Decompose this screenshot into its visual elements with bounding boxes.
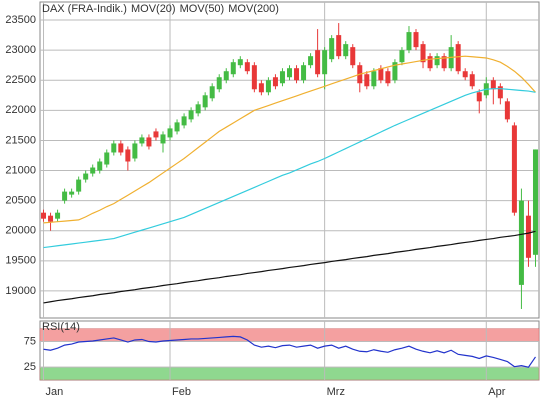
y-tick-label: 21000 bbox=[5, 164, 36, 176]
candle-body bbox=[153, 131, 159, 138]
y-tick-label: 20000 bbox=[5, 225, 36, 237]
candle-body bbox=[301, 65, 307, 81]
moving-average-line bbox=[43, 230, 536, 304]
candle-body bbox=[336, 35, 342, 57]
candle-body bbox=[223, 71, 229, 81]
band bbox=[39, 328, 540, 342]
candle-body bbox=[160, 134, 166, 144]
candle-body bbox=[364, 74, 370, 87]
legend-entry: MOV(200) bbox=[228, 3, 279, 15]
candle-body bbox=[146, 137, 152, 147]
y-tick-label: 23000 bbox=[5, 44, 36, 56]
candle-body bbox=[427, 56, 433, 69]
candle-body bbox=[181, 116, 187, 126]
candle-body bbox=[111, 143, 117, 153]
candle-body bbox=[287, 68, 292, 78]
y-tick-label: 25 bbox=[24, 361, 36, 373]
candle-body bbox=[420, 44, 426, 63]
candle-body bbox=[97, 161, 103, 171]
moving-average-line bbox=[43, 55, 536, 224]
y-tick-label: 23500 bbox=[5, 14, 36, 26]
moving-average-line bbox=[43, 88, 536, 249]
candle-body bbox=[518, 200, 524, 285]
candle-body bbox=[315, 50, 321, 75]
candle-body bbox=[350, 47, 356, 66]
y-tick-label: 20500 bbox=[5, 195, 36, 207]
candle-body bbox=[41, 212, 47, 219]
candle-body bbox=[455, 44, 461, 72]
candle-body bbox=[371, 71, 377, 87]
candle-body bbox=[476, 92, 482, 102]
candle-body bbox=[497, 86, 503, 99]
plot-area bbox=[39, 1, 540, 319]
candle-body bbox=[322, 50, 328, 75]
x-tick-label: Jan bbox=[46, 386, 64, 398]
band bbox=[39, 366, 540, 381]
candle-body bbox=[272, 77, 278, 87]
candle-body bbox=[83, 173, 89, 180]
candle-body bbox=[125, 149, 131, 162]
candle-body bbox=[90, 167, 96, 174]
y-tick-label: 22000 bbox=[5, 104, 36, 116]
candle-body bbox=[216, 77, 222, 90]
candle-body bbox=[188, 110, 194, 120]
candle-body bbox=[329, 38, 335, 60]
rsi-line bbox=[43, 335, 536, 368]
candle-body bbox=[209, 86, 215, 99]
y-tick-label: 19500 bbox=[5, 255, 36, 267]
legend-entry: MOV(20) bbox=[131, 3, 176, 15]
candle-body bbox=[392, 62, 398, 81]
candle-body bbox=[251, 65, 257, 90]
candle-body bbox=[167, 128, 173, 138]
candle-body bbox=[399, 50, 405, 63]
candle-body bbox=[174, 122, 180, 132]
y-tick-label: 75 bbox=[24, 335, 36, 347]
candle-body bbox=[104, 152, 110, 165]
candle-body bbox=[525, 215, 531, 258]
panel-title: RSI(14) bbox=[42, 321, 80, 333]
y-tick-label: 19000 bbox=[5, 285, 36, 297]
candle-body bbox=[195, 104, 201, 114]
candle-body bbox=[504, 101, 510, 120]
candle-body bbox=[244, 62, 250, 72]
candle-body bbox=[237, 59, 243, 66]
candle-body bbox=[118, 143, 124, 153]
candle-body bbox=[139, 137, 145, 144]
candle-body bbox=[62, 191, 68, 201]
candle-body bbox=[490, 80, 496, 90]
candle-body bbox=[258, 83, 264, 93]
candle-body bbox=[76, 179, 82, 192]
candle-body bbox=[294, 68, 300, 81]
y-tick-label: 21500 bbox=[5, 134, 36, 146]
candle-body bbox=[413, 32, 419, 48]
candle-body bbox=[230, 62, 236, 75]
y-tick-label: 22500 bbox=[5, 74, 36, 86]
candle-body bbox=[532, 149, 538, 255]
candle-body bbox=[385, 71, 391, 84]
candle-body bbox=[132, 143, 138, 159]
candle-body bbox=[265, 80, 271, 93]
candle-body bbox=[48, 215, 54, 222]
candle-body bbox=[343, 44, 349, 57]
candle-body bbox=[279, 71, 285, 84]
candle-body bbox=[441, 56, 447, 69]
legend-entry: DAX (FRA-Indik.) bbox=[42, 3, 127, 15]
candle-body bbox=[469, 74, 475, 87]
candle-body bbox=[308, 56, 314, 66]
candle-body bbox=[378, 68, 384, 81]
candle-body bbox=[511, 125, 517, 213]
x-tick-label: Feb bbox=[172, 386, 191, 398]
candle-body bbox=[462, 71, 468, 78]
candle-body bbox=[406, 32, 412, 51]
candle-body bbox=[202, 95, 208, 108]
legend-entry: MOV(50) bbox=[180, 3, 225, 15]
x-tick-label: Mrz bbox=[327, 386, 345, 398]
candle-body bbox=[434, 56, 440, 66]
candle-body bbox=[55, 212, 61, 219]
candle-body bbox=[69, 191, 75, 195]
x-tick-label: Apr bbox=[488, 386, 505, 398]
